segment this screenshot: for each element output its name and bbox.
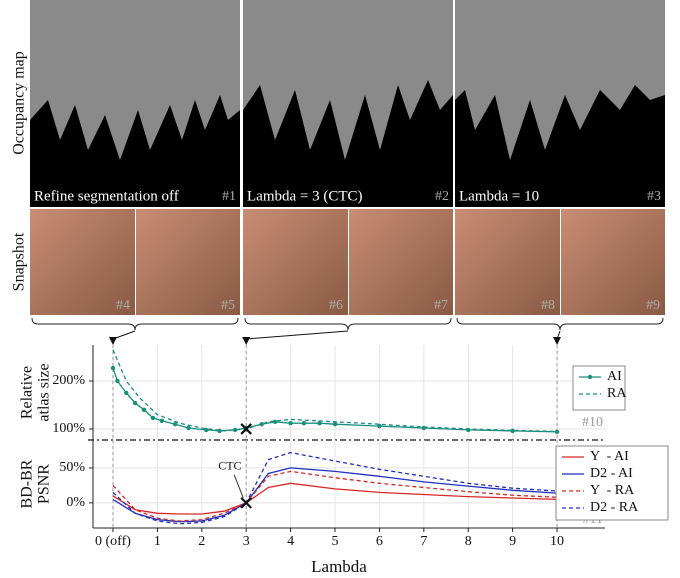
point bbox=[115, 378, 120, 384]
y-tick-label: 50% bbox=[59, 460, 85, 475]
point bbox=[132, 400, 138, 406]
callout-line bbox=[233, 474, 244, 499]
snapshot-id: #7 bbox=[434, 298, 448, 313]
panel-id: #10 bbox=[582, 415, 603, 430]
point bbox=[317, 421, 322, 426]
arrow-head bbox=[553, 337, 562, 345]
snapshot-id: #5 bbox=[221, 298, 235, 313]
point bbox=[186, 425, 191, 431]
ctc-marker bbox=[240, 497, 252, 509]
panel-label: Lambda = 10 bbox=[459, 188, 539, 204]
legend bbox=[572, 365, 626, 411]
braces bbox=[31, 317, 664, 331]
ctc-marker bbox=[240, 423, 252, 435]
occupancy-shape bbox=[455, 0, 665, 160]
arrow bbox=[112, 330, 136, 340]
legend bbox=[555, 445, 669, 521]
point bbox=[150, 415, 156, 421]
snapshots bbox=[30, 209, 665, 315]
snapshot-id: #4 bbox=[116, 298, 130, 313]
y-axis-label: Relative bbox=[19, 366, 36, 419]
arrow-head bbox=[108, 337, 117, 345]
x-tick-label: 6 bbox=[376, 534, 383, 549]
point bbox=[272, 419, 278, 424]
point bbox=[377, 423, 382, 429]
snapshot-id: #8 bbox=[541, 298, 555, 313]
point bbox=[159, 418, 165, 424]
point bbox=[332, 421, 338, 427]
panel-label: Lambda = 3 (CTC) bbox=[247, 188, 363, 204]
point bbox=[217, 428, 222, 434]
snapshot-id: #9 bbox=[646, 298, 660, 313]
x-axis-label: Lambda bbox=[311, 557, 367, 576]
point bbox=[301, 421, 307, 426]
legend-label: D2 - AI bbox=[590, 466, 633, 481]
x-tick-label: 9 bbox=[509, 534, 516, 549]
row-label: Occupancy map bbox=[11, 51, 28, 155]
point bbox=[124, 390, 129, 396]
snapshot bbox=[243, 209, 348, 315]
point bbox=[110, 365, 116, 371]
arrow bbox=[246, 330, 349, 340]
y-axis-label: BD-BR bbox=[19, 459, 36, 508]
x-tick-label: 7 bbox=[420, 534, 427, 549]
x-tick-label: 2 bbox=[198, 534, 205, 549]
snapshot bbox=[561, 209, 665, 315]
x-tick-label: 4 bbox=[287, 534, 294, 549]
occupancy-shape bbox=[30, 0, 240, 160]
legend-label: D2 - RA bbox=[590, 500, 639, 515]
panel-id: #1 bbox=[222, 189, 236, 204]
y-axis-label: PSNR bbox=[36, 464, 53, 504]
callout: CTC bbox=[218, 459, 241, 473]
legend-label: Y - AI bbox=[590, 449, 629, 464]
snapshot bbox=[30, 209, 135, 315]
row-label: Snapshot bbox=[11, 232, 28, 291]
legend-label: Y - RA bbox=[590, 483, 635, 498]
point bbox=[141, 407, 147, 412]
occupancy-shape bbox=[243, 0, 453, 160]
panel-id: #2 bbox=[435, 189, 449, 204]
legend-marker bbox=[587, 374, 593, 380]
x-tick-label: 8 bbox=[465, 534, 472, 549]
series-line bbox=[112, 467, 558, 523]
y-tick-label: 0% bbox=[66, 495, 85, 510]
x-tick-label: 1 bbox=[154, 534, 161, 549]
series-line bbox=[112, 451, 558, 525]
legend-label: AI bbox=[607, 369, 622, 384]
legend-label: RA bbox=[607, 386, 627, 401]
x-tick-label: 10 bbox=[550, 534, 564, 549]
arrow-head bbox=[242, 337, 251, 345]
series-line bbox=[112, 349, 558, 433]
y-tick-label: 100% bbox=[52, 421, 85, 436]
snapshot bbox=[349, 209, 453, 315]
y-axis-label: atlas size bbox=[36, 363, 53, 421]
point bbox=[554, 429, 560, 435]
point bbox=[172, 421, 178, 427]
series-line bbox=[112, 470, 558, 522]
x-tick-label: 0 (off) bbox=[95, 534, 131, 549]
x-tick-label: 3 bbox=[243, 534, 250, 549]
y-tick-label: 200% bbox=[52, 373, 85, 388]
point bbox=[232, 427, 238, 433]
point bbox=[259, 421, 264, 427]
occupancy-maps bbox=[30, 0, 665, 207]
snapshot-id: #6 bbox=[329, 298, 343, 313]
point bbox=[288, 421, 293, 426]
panel-label: Refine segmentation off bbox=[34, 188, 179, 204]
x-tick-label: 5 bbox=[332, 534, 339, 549]
snapshot bbox=[455, 209, 560, 315]
snapshot bbox=[136, 209, 240, 315]
series-line bbox=[112, 482, 558, 515]
panel-id: #3 bbox=[647, 189, 661, 204]
